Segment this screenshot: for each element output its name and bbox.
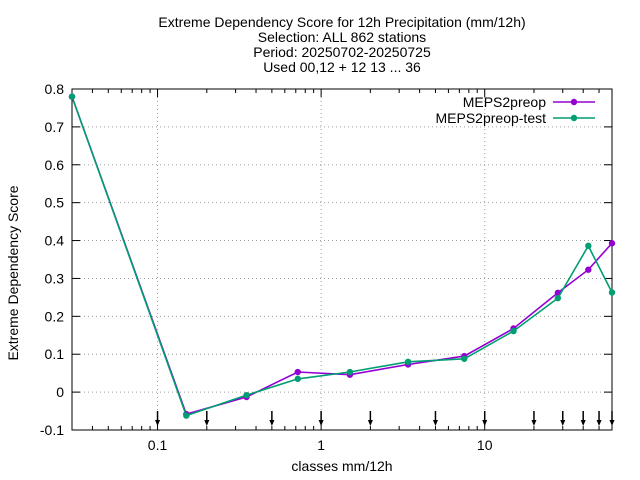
data-point xyxy=(68,93,76,100)
data-point xyxy=(294,368,301,376)
class-marker-arrow xyxy=(432,420,438,426)
series-layer xyxy=(68,93,616,419)
title-line-1: Extreme Dependency Score for 12h Precipi… xyxy=(158,14,525,30)
legend-label: MEPS2preop-test xyxy=(436,110,547,126)
y-tick-label: 0.5 xyxy=(45,195,65,211)
y-tick-label: 0.2 xyxy=(45,308,65,324)
data-point xyxy=(294,375,301,383)
x-tick-label: 1 xyxy=(317,437,325,453)
grid xyxy=(72,89,612,430)
data-point xyxy=(243,391,250,399)
y-tick-label: 0 xyxy=(56,384,64,400)
class-marker-arrow xyxy=(609,420,615,426)
class-marker-arrow xyxy=(269,420,275,426)
title-line-2: Selection: ALL 862 stations xyxy=(258,29,426,45)
class-markers xyxy=(155,411,615,426)
title-line-3: Period: 20250702-20250725 xyxy=(253,44,431,60)
data-point xyxy=(554,294,562,302)
data-point xyxy=(585,266,592,273)
legend-marker xyxy=(570,98,578,106)
class-marker-arrow xyxy=(482,420,488,426)
y-tick-label: 0.8 xyxy=(45,81,65,97)
y-tick-label: 0.1 xyxy=(45,346,65,362)
class-marker-arrow xyxy=(560,420,566,426)
axes: -0.1 0 0.1 0.2 0.3 0.4 0.5 0.6 0.7 0.8 0.1 1 10 xyxy=(40,81,613,453)
series-MEPS2preop xyxy=(68,93,616,418)
class-marker-arrow xyxy=(318,420,324,426)
series-MEPS2preop-test xyxy=(68,93,616,419)
y-tick-label: 0.6 xyxy=(45,157,65,173)
class-marker-arrow xyxy=(531,420,537,426)
y-tick-label: 0.4 xyxy=(45,233,65,249)
class-marker-arrow xyxy=(204,420,210,426)
series-line xyxy=(71,96,613,417)
y-tick-label: 0.7 xyxy=(45,119,65,135)
y-axis-label: Extreme Dependency Score xyxy=(5,185,21,360)
class-marker-arrow xyxy=(596,420,602,426)
legend-marker xyxy=(570,114,578,122)
x-axis-label: classes mm/12h xyxy=(291,458,392,474)
data-point xyxy=(404,358,412,365)
class-marker-arrow xyxy=(580,420,586,426)
data-point xyxy=(608,289,616,296)
data-point xyxy=(183,412,190,419)
legend-label: MEPS2preop xyxy=(463,94,546,110)
data-point xyxy=(461,355,468,362)
data-point xyxy=(608,240,616,247)
x-tick-label: 10 xyxy=(477,437,493,453)
y-tick-label: 0.3 xyxy=(45,270,65,286)
legend-entry: MEPS2preop-test xyxy=(436,110,595,126)
title-line-4: Used 00,12 + 12 13 ... 36 xyxy=(263,59,421,75)
data-point xyxy=(346,368,354,376)
legend-entry: MEPS2preop xyxy=(463,94,595,110)
chart-title: Extreme Dependency Score for 12h Precipi… xyxy=(158,14,525,75)
series-line xyxy=(71,96,613,416)
class-marker-arrow xyxy=(155,420,161,426)
x-tick-label: 0.1 xyxy=(148,437,168,453)
y-tick-label: -0.1 xyxy=(40,422,64,438)
plot-frame xyxy=(71,88,613,431)
data-point xyxy=(585,242,592,250)
data-point xyxy=(510,327,517,335)
class-marker-arrow xyxy=(367,420,373,426)
